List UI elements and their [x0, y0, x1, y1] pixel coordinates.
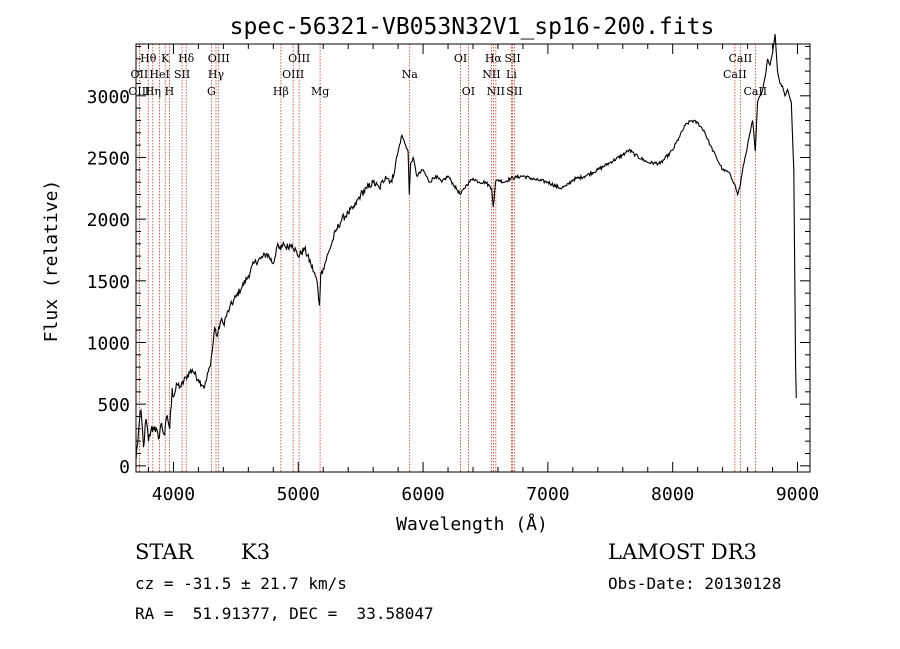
spectral-line-label: SII: [506, 85, 522, 98]
axis-ticks: 4000 5000 6000 7000 8000 9000 0 500 1000 1500 2000…: [87, 44, 819, 505]
spectral-line-label: OII: [131, 68, 149, 81]
obs-date-text: Obs-Date: 20130128: [608, 574, 782, 593]
spectral-line-label: Mg: [311, 85, 329, 98]
spectral-line-label: CaII: [723, 68, 747, 81]
x-tick-label: 9000: [776, 484, 819, 505]
coordinates-text: RA = 51.91377, DEC = 33.58047: [135, 604, 434, 623]
spectral-line-label: OIII: [282, 68, 304, 81]
y-tick-label: 3000: [87, 87, 130, 108]
spectral-line-label: Hδ: [178, 52, 195, 65]
spectral-line-label: Na: [402, 68, 419, 81]
y-tick-label: 2000: [87, 210, 130, 231]
y-axis-label: Flux (relative): [41, 180, 62, 343]
redshift-text: cz = -31.5 ± 21.7 km/s: [135, 574, 347, 593]
spectral-line-label: OIII: [128, 85, 150, 98]
spectral-line-label: OIII: [208, 52, 230, 65]
y-tick-label: 2500: [87, 148, 130, 169]
x-tick-label: 8000: [651, 484, 694, 505]
x-tick-label: 6000: [401, 484, 444, 505]
y-tick-label: 1500: [87, 272, 130, 293]
spectral-line-label: OI: [462, 85, 475, 98]
spectral-line-label: Hα: [485, 52, 503, 65]
spectral-line-label: H: [165, 85, 175, 98]
y-tick-label: 0: [119, 457, 130, 478]
x-tick-label: 5000: [277, 484, 320, 505]
spectral-line-label: OIII: [288, 52, 310, 65]
spectral-line-label: OI: [454, 52, 467, 65]
spectral-line-label: NII: [482, 68, 500, 81]
spectrum-series-line: [135, 34, 797, 460]
spectral-line-label: Hβ: [273, 85, 289, 98]
chart-title: spec-56321-VB053N32V1_sp16-200.fits: [230, 14, 715, 40]
spectral-lines: [138, 44, 756, 472]
spectral-line-label: NII: [487, 85, 505, 98]
y-tick-label: 1000: [87, 333, 130, 354]
spectral-line-labels: Hθ OII OIII K HeI Hη SII H Hδ OIII Hγ G OIII OIII Hβ Mg…: [128, 52, 767, 98]
spectral-line-label: Hθ: [140, 52, 157, 65]
spectral-line-label: K: [161, 52, 170, 65]
x-tick-label: 7000: [526, 484, 569, 505]
spectral-line-label: Hγ: [208, 68, 225, 81]
x-axis-label: Wavelength (Å): [396, 513, 548, 535]
plot-frame: [135, 43, 811, 473]
object-class: STAR: [135, 540, 194, 564]
spectral-line-label: SII: [504, 52, 520, 65]
x-tick-label: 4000: [152, 484, 195, 505]
spectral-line-label: G: [207, 85, 216, 98]
spectral-line-label: HeI: [149, 68, 169, 81]
spectral-line-label: Hη: [145, 85, 161, 98]
spectral-line-label: SII: [174, 68, 190, 81]
spectral-line-label: Li: [506, 68, 517, 81]
survey-label: LAMOST DR3: [608, 540, 757, 564]
spectral-line-label: CaII: [729, 52, 753, 65]
y-tick-label: 500: [97, 395, 130, 416]
object-subclass: K3: [241, 540, 271, 564]
